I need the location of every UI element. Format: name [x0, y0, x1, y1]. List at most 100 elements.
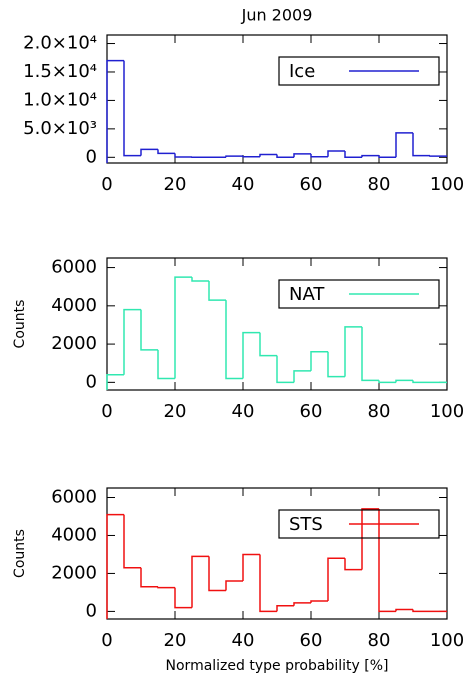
histogram-bin: [157, 586, 175, 589]
legend-label: Ice: [289, 61, 315, 82]
histogram-bin: [208, 280, 226, 301]
histogram-bin: [259, 153, 277, 157]
y-tick-label: 4000: [51, 295, 97, 316]
histogram-bin: [225, 300, 243, 380]
x-tick-label: 80: [368, 174, 391, 195]
histogram-bin: [395, 608, 413, 612]
x-axis-label: Normalized type probability [%]: [166, 658, 389, 674]
histogram-bin: [123, 514, 141, 569]
y-tick-label: 0: [86, 600, 97, 621]
legend-box: [278, 56, 440, 86]
histogram-bin: [174, 587, 192, 609]
legend-label: STS: [289, 514, 323, 535]
y-tick-label: 6000: [51, 257, 97, 278]
histogram-bin: [412, 132, 430, 157]
histogram-bin: [242, 553, 260, 582]
histogram-bin: [412, 609, 430, 613]
x-tick-label: 60: [300, 401, 323, 422]
histogram-bin: [140, 148, 158, 156]
histogram-bin: [191, 277, 209, 282]
histogram-bin: [140, 309, 158, 351]
y-tick-label: 2000: [51, 333, 97, 354]
x-tick-label: 20: [164, 401, 187, 422]
histogram-bin: [225, 580, 243, 591]
y-axis-label: Counts: [12, 529, 28, 578]
histogram-bin: [276, 355, 294, 384]
x-tick-label: 100: [430, 174, 464, 195]
histogram-bin: [327, 351, 345, 378]
y-tick-label: 4000: [51, 524, 97, 545]
x-tick-label: 40: [232, 630, 255, 651]
x-tick-label: 40: [232, 401, 255, 422]
histogram-bin: [259, 332, 277, 357]
histogram-bin: [293, 153, 311, 158]
histogram-bin: [361, 326, 379, 382]
plot-frame: [106, 487, 448, 620]
histogram-bin: [327, 557, 345, 601]
plot-frame: [106, 257, 448, 391]
histogram-bin: [395, 379, 413, 383]
histogram-bin: [208, 556, 226, 592]
y-tick-label: 5.0×10³: [23, 118, 97, 139]
histogram-bin: [429, 155, 447, 157]
x-tick-label: 20: [164, 174, 187, 195]
histogram-bin: [293, 370, 311, 383]
histogram-bin: [378, 508, 396, 613]
x-tick-label: 100: [430, 630, 464, 651]
histogram-bin: [123, 60, 141, 157]
x-tick-label: 40: [232, 174, 255, 195]
histogram-bin: [310, 600, 328, 603]
legend-label: NAT: [289, 284, 325, 305]
histogram-bin: [310, 350, 328, 371]
histogram-bin: [276, 154, 294, 159]
histogram-bin: [242, 331, 260, 379]
histogram-bin: [174, 153, 192, 158]
histogram-bin: [106, 373, 124, 390]
histogram-bin: [344, 558, 362, 571]
x-tick-label: 80: [368, 401, 391, 422]
histogram-bin: [123, 308, 141, 375]
y-tick-label: 2.0×10⁴: [23, 33, 97, 54]
histogram-bin: [225, 155, 243, 158]
histogram-bin: [310, 153, 328, 158]
histogram-bin: [378, 155, 396, 159]
x-tick-label: 100: [430, 401, 464, 422]
histogram-bin: [174, 276, 192, 379]
histogram-bin: [191, 555, 209, 608]
histogram-bin: [106, 513, 124, 619]
x-tick-label: 0: [101, 401, 112, 422]
x-tick-label: 20: [164, 630, 187, 651]
histogram-bin: [276, 604, 294, 612]
histogram-bin: [344, 151, 362, 159]
legend-box: [278, 509, 440, 539]
x-tick-label: 0: [101, 174, 112, 195]
y-tick-label: 1.0×10⁴: [23, 89, 97, 110]
histogram-bin: [293, 602, 311, 606]
histogram-bin: [361, 508, 379, 570]
x-tick-label: 60: [300, 630, 323, 651]
histogram-bin: [140, 567, 158, 588]
y-tick-label: 6000: [51, 486, 97, 507]
histogram-bin: [106, 59, 124, 163]
x-tick-label: 80: [368, 630, 391, 651]
histogram-bin: [157, 149, 175, 155]
histogram-bin: [259, 554, 277, 613]
histogram-bin: [395, 132, 413, 158]
x-tick-label: 60: [300, 174, 323, 195]
y-tick-label: 1.5×10⁴: [23, 61, 97, 82]
y-tick-label: 2000: [51, 562, 97, 583]
histogram-bin: [378, 380, 396, 384]
chart-title: Jun 2009: [241, 6, 313, 25]
histogram-bin: [344, 326, 362, 377]
histogram-bin: [327, 150, 345, 157]
y-axis-label: Counts: [12, 300, 28, 349]
legend-box: [278, 279, 440, 309]
histogram-bin: [361, 154, 379, 158]
x-tick-label: 0: [101, 630, 112, 651]
histogram-bin: [157, 349, 175, 380]
y-tick-label: 0: [86, 371, 97, 392]
histogram-bin: [412, 380, 430, 384]
histogram-bin: [242, 155, 260, 158]
y-tick-label: 0: [86, 146, 97, 167]
